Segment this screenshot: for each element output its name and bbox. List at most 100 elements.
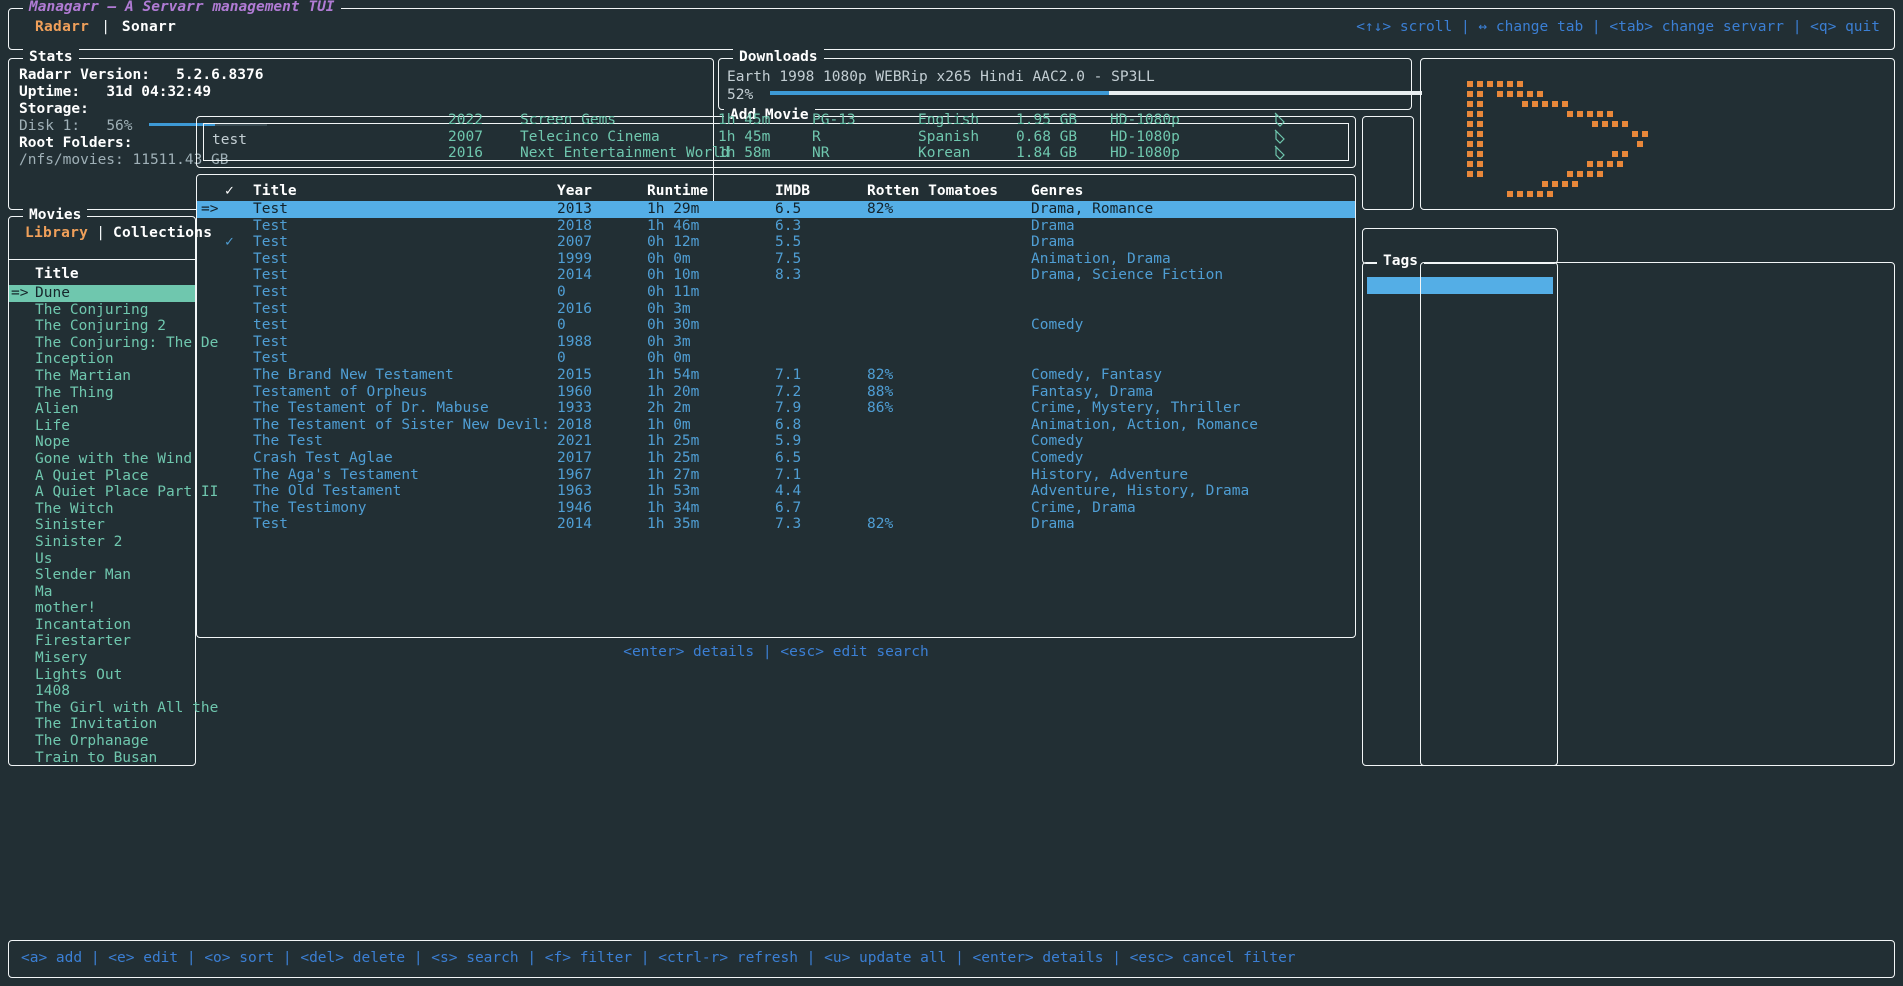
cell-runtime: 0h 3m [647, 333, 691, 350]
results-table-header: ✓ Title Year Runtime IMDB Rotten Tomatoe… [197, 183, 1355, 201]
download-progress-bar-fill [769, 91, 1109, 95]
table-row[interactable]: Test 1999 0h 0m 7.5 Animation, Drama [197, 251, 1355, 268]
cell-year: 1988 [557, 333, 592, 350]
table-row[interactable]: Test 0 0h 0m [197, 350, 1355, 367]
table-row[interactable]: The Testimony 1946 1h 34m 6.7 Crime, Drama [197, 500, 1355, 517]
cell-title: Crash Test Aglae [253, 449, 393, 466]
cell-genres: Comedy [1031, 449, 1084, 466]
cell-runtime: 1h 45m [718, 128, 771, 145]
list-item-label: Firestarter [35, 633, 132, 650]
add-movie-results-table[interactable]: ✓ Title Year Runtime IMDB Rotten Tomatoe… [196, 174, 1356, 638]
tag-item-selected[interactable] [1367, 277, 1553, 294]
cell-title: The Testament of Dr. Mabuse [253, 400, 489, 417]
col-check: ✓ [225, 183, 234, 199]
table-row[interactable]: Testament of Orpheus 1960 1h 20m 7.2 88% Fant… [197, 384, 1355, 401]
list-item[interactable]: Inception [9, 351, 195, 368]
list-item[interactable]: Alien [9, 401, 195, 418]
cell-quality: HD-1080p [1110, 128, 1180, 145]
cell-imdb: 7.3 [775, 516, 802, 533]
table-row[interactable]: Test 2014 1h 35m 7.3 82% Drama [197, 516, 1355, 533]
download-progress-row: 52% [727, 87, 1422, 104]
cell-genres: Crime, Drama [1031, 499, 1136, 516]
cell-imdb: 6.3 [775, 217, 802, 234]
table-row[interactable]: The Aga's Testament 1967 1h 27m 7.1 History,… [197, 467, 1355, 484]
cell-title: The Brand New Testament [253, 366, 454, 383]
list-item[interactable]: Sinister 2 [9, 534, 195, 551]
table-row[interactable]: The Testament of Dr. Mabuse 1933 2h 2m 7.9 8… [197, 400, 1355, 417]
list-item[interactable]: mother! [9, 600, 195, 617]
list-item[interactable]: The Orphanage [9, 733, 195, 750]
cell-imdb: 6.7 [775, 499, 802, 516]
list-item[interactable]: Ma [9, 584, 195, 601]
table-row[interactable]: 2016 Next Entertainment World 1h 58m NR Kore… [0, 145, 1903, 162]
list-item[interactable]: A Quiet Place [9, 468, 195, 485]
table-row[interactable]: The Brand New Testament 2015 1h 54m 7.1 82% C… [197, 367, 1355, 384]
list-item[interactable]: Train to Busan [9, 750, 195, 767]
movies-col-title: Title [35, 266, 79, 282]
tab-sonarr[interactable]: Sonarr [121, 19, 177, 35]
list-item-label: Slender Man [35, 567, 132, 584]
cell-title: Test [253, 516, 288, 533]
list-item[interactable]: The Invitation [9, 716, 195, 733]
list-item[interactable]: => Dune [9, 285, 195, 302]
movies-list[interactable]: => Dune The Conjuring The Conjuring 2 The Co… [9, 285, 218, 767]
table-row[interactable]: ✓ Test 2007 0h 12m 5.5 Drama [197, 234, 1355, 251]
cell-title: The Testimony [253, 499, 367, 516]
cell-year: 1967 [557, 466, 592, 483]
root-folders-label: Root Folders: [19, 135, 133, 151]
table-row[interactable]: Crash Test Aglae 2017 1h 25m 6.5 Comedy [197, 450, 1355, 467]
list-item[interactable]: The Conjuring [9, 302, 195, 319]
tab-radarr[interactable]: Radarr [35, 19, 90, 35]
list-item[interactable]: The Conjuring 2 [9, 318, 195, 335]
list-item[interactable]: The Conjuring: The De [9, 335, 218, 352]
list-item[interactable]: The Martian [9, 368, 195, 385]
disk-percent: 56% [106, 118, 133, 134]
table-row[interactable]: The Old Testament 1963 1h 53m 4.4 Adventure,… [197, 483, 1355, 500]
table-row[interactable]: Test 2018 1h 46m 6.3 Drama [197, 218, 1355, 235]
table-row[interactable]: Test 2016 0h 3m [197, 301, 1355, 318]
list-item[interactable]: The Girl with All the [9, 700, 218, 717]
table-row[interactable]: Test 2014 0h 10m 8.3 Drama, Science Fiction [197, 267, 1355, 284]
table-row[interactable]: Test 1988 0h 3m [197, 334, 1355, 351]
cell-genres: History, Adventure [1031, 466, 1189, 483]
cell-size: 1.95 GB [1016, 112, 1078, 128]
table-row[interactable]: 2007 Telecinco Cinema 1h 45m R Spanish 0.68 G… [0, 129, 1903, 146]
list-item[interactable]: Gone with the Wind [9, 451, 195, 468]
col-title: Title [253, 183, 297, 199]
list-item[interactable]: Incantation [9, 617, 195, 634]
root-folder-value: /nfs/movies: 11511.43 GB [19, 152, 229, 168]
cell-runtime: 1h 35m [647, 516, 700, 533]
cell-imdb: 7.2 [775, 383, 802, 400]
table-row[interactable]: test 0 0h 30m Comedy [197, 317, 1355, 334]
list-item[interactable]: Nope [9, 434, 195, 451]
list-item[interactable]: 1408 [9, 683, 195, 700]
list-item[interactable]: The Witch [9, 501, 195, 518]
cell-year: 2015 [557, 366, 592, 383]
list-item[interactable]: Us [9, 551, 195, 568]
tab-library[interactable]: Library [25, 225, 89, 241]
search-input[interactable]: test [203, 123, 1349, 161]
list-item-label: mother! [35, 600, 97, 617]
table-row[interactable]: Test 0 0h 11m [197, 284, 1355, 301]
cell-title: Test [253, 217, 288, 234]
cell-runtime: 1h 20m [647, 383, 700, 400]
list-item-pointer-icon: => [11, 285, 29, 301]
download-percent-label: 52% [727, 87, 754, 103]
list-item[interactable]: The Thing [9, 385, 195, 402]
list-item[interactable]: Lights Out [9, 667, 195, 684]
table-row[interactable]: The Test 2021 1h 25m 5.9 Comedy [197, 433, 1355, 450]
stats-panel: Stats Radarr Version: 5.2.6.8376 Uptime:… [8, 49, 714, 210]
list-item[interactable]: Firestarter [9, 633, 195, 650]
table-row[interactable]: The Testament of Sister New Devil: Depar… [197, 417, 1355, 434]
cell-imdb: 6.5 [775, 449, 802, 466]
storage-label: Storage: [19, 101, 89, 117]
list-item[interactable]: Sinister [9, 517, 195, 534]
list-item[interactable]: Slender Man [9, 567, 195, 584]
list-item[interactable]: A Quiet Place Part II [9, 484, 218, 501]
list-item[interactable]: Life [9, 418, 195, 435]
table-row[interactable]: 2022 Screen Gems 1h 45m PG-13 English 1.95 GB… [0, 112, 1903, 129]
list-item[interactable]: Misery [9, 650, 195, 667]
tab-collections[interactable]: Collections [112, 225, 213, 241]
table-row[interactable]: => Test 2013 1h 29m 6.5 82% Drama, Romance [197, 201, 1355, 218]
